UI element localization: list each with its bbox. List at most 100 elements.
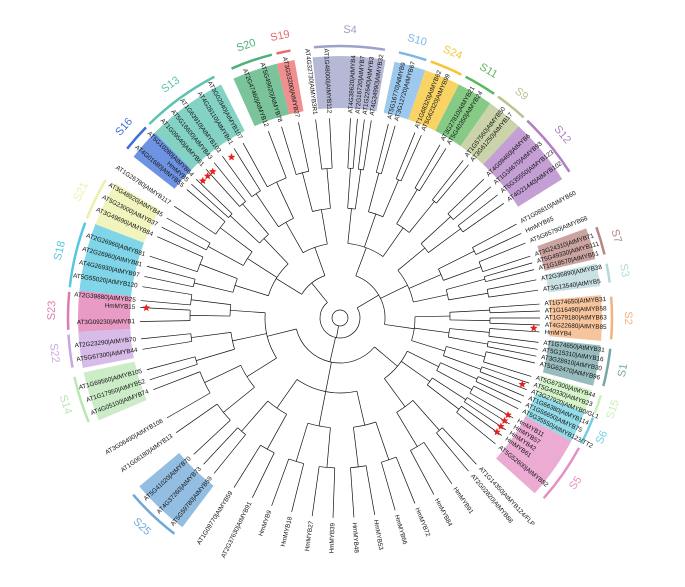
clade-sector-s19 — [276, 59, 304, 115]
clade-arc-s3 — [605, 263, 611, 283]
branch-segment — [475, 381, 522, 403]
branch-segment — [487, 279, 537, 290]
clade-label-s5: S5 — [567, 474, 585, 492]
clade-label-s15: S15 — [604, 398, 622, 420]
branch-segment — [302, 172, 313, 212]
clade-sector-s23 — [78, 290, 132, 332]
branch-segment — [232, 333, 267, 342]
branch-arc — [432, 199, 437, 204]
branch-segment — [161, 226, 207, 251]
branch-segment — [166, 392, 211, 419]
branch-segment — [447, 178, 485, 215]
branch-segment — [395, 456, 416, 504]
star-marker — [208, 167, 217, 175]
branch-segment — [473, 385, 519, 410]
branch-segment — [271, 458, 290, 507]
branch-segment — [427, 384, 460, 410]
branch-segment — [196, 348, 235, 361]
branch-segment — [255, 193, 279, 228]
branch-segment — [420, 216, 451, 244]
branch-arc — [192, 279, 196, 287]
branch-segment — [489, 303, 540, 308]
branch-segment — [401, 361, 431, 382]
branch-segment — [336, 325, 339, 338]
branch-segment — [166, 217, 211, 244]
branch-segment — [478, 242, 526, 263]
branch-segment — [414, 327, 450, 334]
branch-arc — [251, 190, 261, 197]
branch-arc — [411, 316, 416, 341]
star-marker — [227, 153, 236, 161]
branch-arc — [319, 302, 361, 339]
branch-segment — [440, 362, 478, 380]
branch-segment — [442, 427, 477, 465]
clade-sector-s1 — [542, 339, 601, 386]
clade-sector-s9 — [460, 103, 519, 165]
star-marker — [529, 324, 538, 332]
clade-arc-s6 — [580, 417, 595, 445]
branch-segment — [423, 442, 453, 485]
clade-label-s22: S22 — [47, 343, 61, 364]
leaf-label: HmMYB27 — [304, 520, 315, 552]
clade-label-s11: S11 — [477, 61, 499, 81]
branch-arc — [469, 385, 474, 394]
leaf-label: HmMYB15 — [105, 302, 136, 311]
branch-segment — [384, 378, 406, 407]
leaf-label: AT1G16490|AtMYB58 — [545, 305, 607, 314]
leaf-label: HmMYB39 — [328, 522, 336, 553]
branch-segment — [446, 278, 485, 290]
branch-arc — [368, 211, 384, 218]
clade-arc-s24 — [430, 60, 462, 76]
clade-label-s10: S10 — [406, 32, 428, 49]
branch-segment — [485, 269, 535, 283]
leaf-label: HmMYB9 — [258, 509, 274, 537]
clade-sector-s25 — [139, 452, 214, 528]
branch-arc — [296, 328, 375, 364]
branch-segment — [353, 427, 359, 467]
branch-segment — [295, 423, 309, 462]
branch-segment — [173, 205, 216, 235]
clade-label-s9: S9 — [512, 85, 530, 103]
branch-arc — [296, 170, 309, 175]
branch-segment — [142, 341, 192, 350]
branch-segment — [456, 412, 496, 445]
clade-label-s24: S24 — [441, 43, 464, 62]
branch-segment — [481, 366, 530, 384]
leaf-label: AT1G74650|AtMYB31 — [544, 296, 607, 307]
branch-segment — [419, 148, 447, 191]
branch-segment — [489, 322, 540, 326]
branch-segment — [329, 337, 336, 362]
branch-segment — [194, 282, 234, 293]
branch-segment — [412, 400, 440, 431]
branch-segment — [318, 391, 327, 427]
clade-sector-s13 — [154, 84, 245, 170]
clade-label-s1: S1 — [616, 363, 630, 378]
branch-segment — [267, 131, 287, 179]
branch-arc — [436, 427, 443, 434]
branch-arc — [319, 466, 335, 469]
clade-label-s18: S18 — [52, 240, 68, 262]
clade-label-s4: S4 — [343, 24, 357, 36]
clade-sector-s10 — [383, 61, 426, 120]
branch-segment — [436, 432, 469, 472]
branch-arc — [302, 243, 328, 254]
branch-segment — [410, 450, 435, 495]
branch-segment — [489, 310, 540, 314]
branch-segment — [443, 266, 482, 281]
branch-arc — [396, 178, 402, 182]
star-marker — [199, 176, 207, 185]
leaf-label: HmMYB4 — [544, 329, 572, 338]
branch-arc — [259, 234, 269, 244]
clade-label-s25: S25 — [131, 516, 153, 538]
clade-label-s20: S20 — [235, 37, 257, 55]
branch-segment — [213, 162, 246, 202]
branch-arc — [479, 366, 483, 372]
clade-sector-s21 — [95, 183, 160, 243]
branch-segment — [484, 262, 533, 277]
clade-arc-s22 — [67, 334, 74, 368]
branch-segment — [203, 427, 238, 465]
branch-segment — [276, 379, 298, 409]
star-marker — [142, 303, 151, 312]
clade-arc-s23 — [66, 291, 71, 330]
leaf-label: HmMYB91 — [452, 486, 475, 516]
